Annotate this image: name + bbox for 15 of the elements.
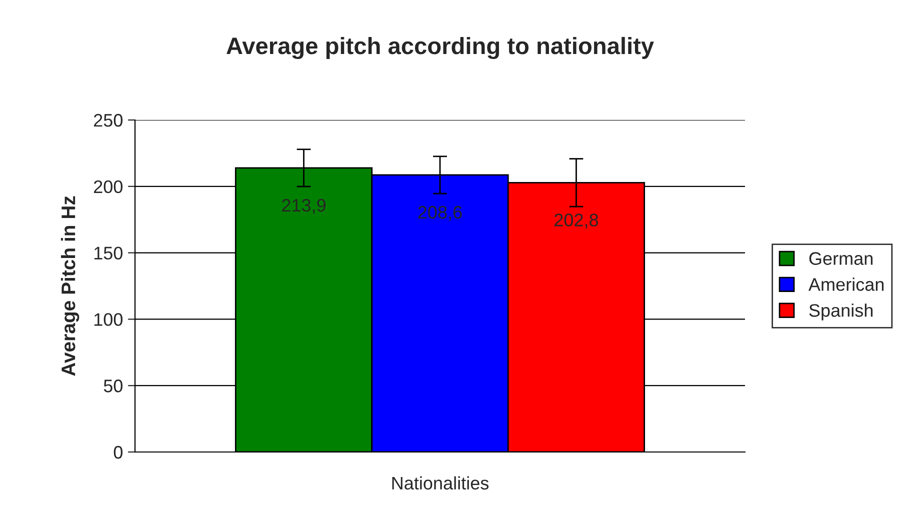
legend-label: Spanish (809, 304, 873, 320)
y-tick-label: 50 (104, 380, 122, 392)
y-tick-label: 150 (94, 246, 122, 260)
y-tick-label: 0 (114, 446, 122, 459)
y-tick-label: 100 (94, 313, 122, 326)
data-label: 213,9 (282, 198, 326, 214)
data-label: 208,6 (418, 206, 462, 221)
legend-label: German (809, 252, 872, 265)
y-tick-label: 250 (94, 114, 122, 127)
data-label: 202,8 (554, 214, 598, 229)
x-axis-title: Nationalities (392, 476, 489, 490)
y-axis-title: Average Pitch in Hz (60, 196, 80, 376)
chart-title: Average pitch according to nationality (226, 36, 654, 60)
legend-label: American (808, 278, 884, 291)
y-tick-label: 200 (94, 180, 122, 194)
